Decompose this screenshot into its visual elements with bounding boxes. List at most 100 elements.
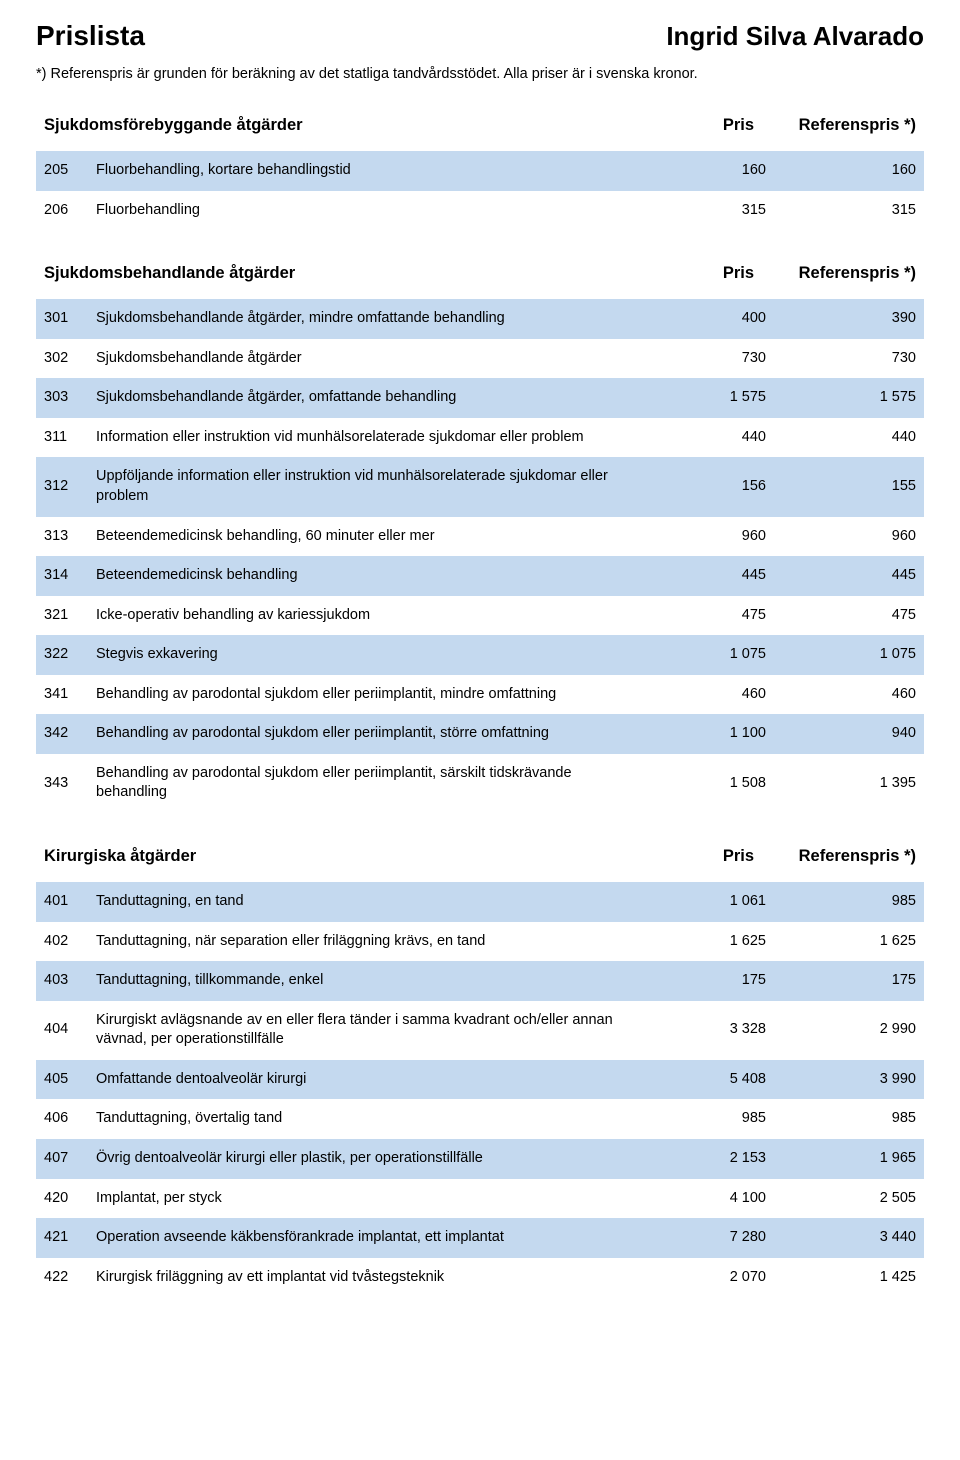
table-row: 403Tanduttagning, tillkommande, enkel175… [36,961,924,1001]
cell-ref: 985 [774,882,924,922]
page-subtitle: *) Referenspris är grunden för beräkning… [36,66,924,82]
cell-code: 312 [36,457,88,516]
table-row: 405Omfattande dentoalveolär kirurgi5 408… [36,1060,924,1100]
cell-code: 311 [36,418,88,458]
cell-ref: 3 990 [774,1060,924,1100]
cell-ref: 730 [774,339,924,379]
cell-code: 342 [36,714,88,754]
cell-pris: 7 280 [644,1218,774,1258]
cell-description: Sjukdomsbehandlande åtgärder, omfattande… [88,378,644,418]
cell-description: Fluorbehandling [88,191,644,231]
cell-ref: 160 [774,151,924,191]
cell-code: 421 [36,1218,88,1258]
table-row: 313Beteendemedicinsk behandling, 60 minu… [36,517,924,557]
table-row: 311Information eller instruktion vid mun… [36,418,924,458]
page-header: Prislista Ingrid Silva Alvarado [36,20,924,52]
column-header-ref: Referenspris *) [766,847,916,866]
table-row: 206Fluorbehandling315315 [36,191,924,231]
table-row: 312Uppföljande information eller instruk… [36,457,924,516]
cell-code: 406 [36,1099,88,1139]
cell-description: Implantat, per styck [88,1179,644,1219]
cell-description: Operation avseende käkbensförankrade imp… [88,1218,644,1258]
cell-description: Kirurgisk friläggning av ett implantat v… [88,1258,644,1298]
cell-ref: 155 [774,457,924,516]
table-row: 322Stegvis exkavering1 0751 075 [36,635,924,675]
cell-pris: 2 070 [644,1258,774,1298]
table-row: 303Sjukdomsbehandlande åtgärder, omfatta… [36,378,924,418]
cell-code: 407 [36,1139,88,1179]
column-header-pris: Pris [636,264,766,283]
price-table: 205Fluorbehandling, kortare behandlingst… [36,151,924,230]
cell-ref: 315 [774,191,924,231]
cell-pris: 3 328 [644,1001,774,1060]
cell-ref: 460 [774,675,924,715]
cell-description: Behandling av parodontal sjukdom eller p… [88,675,644,715]
cell-code: 314 [36,556,88,596]
cell-description: Behandling av parodontal sjukdom eller p… [88,714,644,754]
cell-pris: 400 [644,299,774,339]
table-row: 314Beteendemedicinsk behandling445445 [36,556,924,596]
price-sections: Sjukdomsförebyggande åtgärderPrisReferen… [36,110,924,1297]
cell-code: 321 [36,596,88,636]
price-table: 401Tanduttagning, en tand1 061985402Tand… [36,882,924,1297]
cell-description: Tanduttagning, övertalig tand [88,1099,644,1139]
cell-ref: 2 505 [774,1179,924,1219]
cell-description: Stegvis exkavering [88,635,644,675]
cell-description: Uppföljande information eller instruktio… [88,457,644,516]
cell-ref: 475 [774,596,924,636]
cell-ref: 1 075 [774,635,924,675]
column-header-pris: Pris [636,847,766,866]
cell-pris: 1 100 [644,714,774,754]
cell-code: 403 [36,961,88,1001]
table-row: 205Fluorbehandling, kortare behandlingst… [36,151,924,191]
cell-description: Sjukdomsbehandlande åtgärder [88,339,644,379]
cell-pris: 1 075 [644,635,774,675]
cell-description: Tanduttagning, en tand [88,882,644,922]
cell-pris: 985 [644,1099,774,1139]
cell-code: 422 [36,1258,88,1298]
cell-code: 322 [36,635,88,675]
table-row: 341Behandling av parodontal sjukdom elle… [36,675,924,715]
cell-pris: 156 [644,457,774,516]
cell-ref: 960 [774,517,924,557]
table-row: 402Tanduttagning, när separation eller f… [36,922,924,962]
cell-ref: 175 [774,961,924,1001]
cell-code: 205 [36,151,88,191]
cell-pris: 1 625 [644,922,774,962]
cell-code: 301 [36,299,88,339]
table-row: 406Tanduttagning, övertalig tand985985 [36,1099,924,1139]
section-title: Sjukdomsbehandlande åtgärder [44,264,636,283]
cell-code: 302 [36,339,88,379]
cell-code: 401 [36,882,88,922]
cell-description: Tanduttagning, tillkommande, enkel [88,961,644,1001]
column-header-ref: Referenspris *) [766,116,916,135]
cell-description: Omfattande dentoalveolär kirurgi [88,1060,644,1100]
table-row: 343Behandling av parodontal sjukdom elle… [36,754,924,813]
cell-code: 404 [36,1001,88,1060]
cell-pris: 4 100 [644,1179,774,1219]
provider-name: Ingrid Silva Alvarado [666,21,924,52]
cell-code: 405 [36,1060,88,1100]
cell-code: 206 [36,191,88,231]
column-header-ref: Referenspris *) [766,264,916,283]
cell-code: 341 [36,675,88,715]
section-header: Sjukdomsbehandlande åtgärderPrisReferens… [36,258,924,293]
cell-description: Övrig dentoalveolär kirurgi eller plasti… [88,1139,644,1179]
cell-description: Sjukdomsbehandlande åtgärder, mindre omf… [88,299,644,339]
cell-pris: 175 [644,961,774,1001]
table-row: 404Kirurgiskt avlägsnande av en eller fl… [36,1001,924,1060]
section-header: Kirurgiska åtgärderPrisReferenspris *) [36,841,924,876]
table-row: 302Sjukdomsbehandlande åtgärder730730 [36,339,924,379]
cell-code: 313 [36,517,88,557]
table-row: 342Behandling av parodontal sjukdom elle… [36,714,924,754]
cell-pris: 1 575 [644,378,774,418]
cell-ref: 1 395 [774,754,924,813]
table-row: 401Tanduttagning, en tand1 061985 [36,882,924,922]
table-row: 321Icke-operativ behandling av kariessju… [36,596,924,636]
cell-description: Behandling av parodontal sjukdom eller p… [88,754,644,813]
cell-ref: 440 [774,418,924,458]
cell-code: 343 [36,754,88,813]
cell-description: Tanduttagning, när separation eller fril… [88,922,644,962]
price-table: 301Sjukdomsbehandlande åtgärder, mindre … [36,299,924,813]
cell-ref: 1 575 [774,378,924,418]
